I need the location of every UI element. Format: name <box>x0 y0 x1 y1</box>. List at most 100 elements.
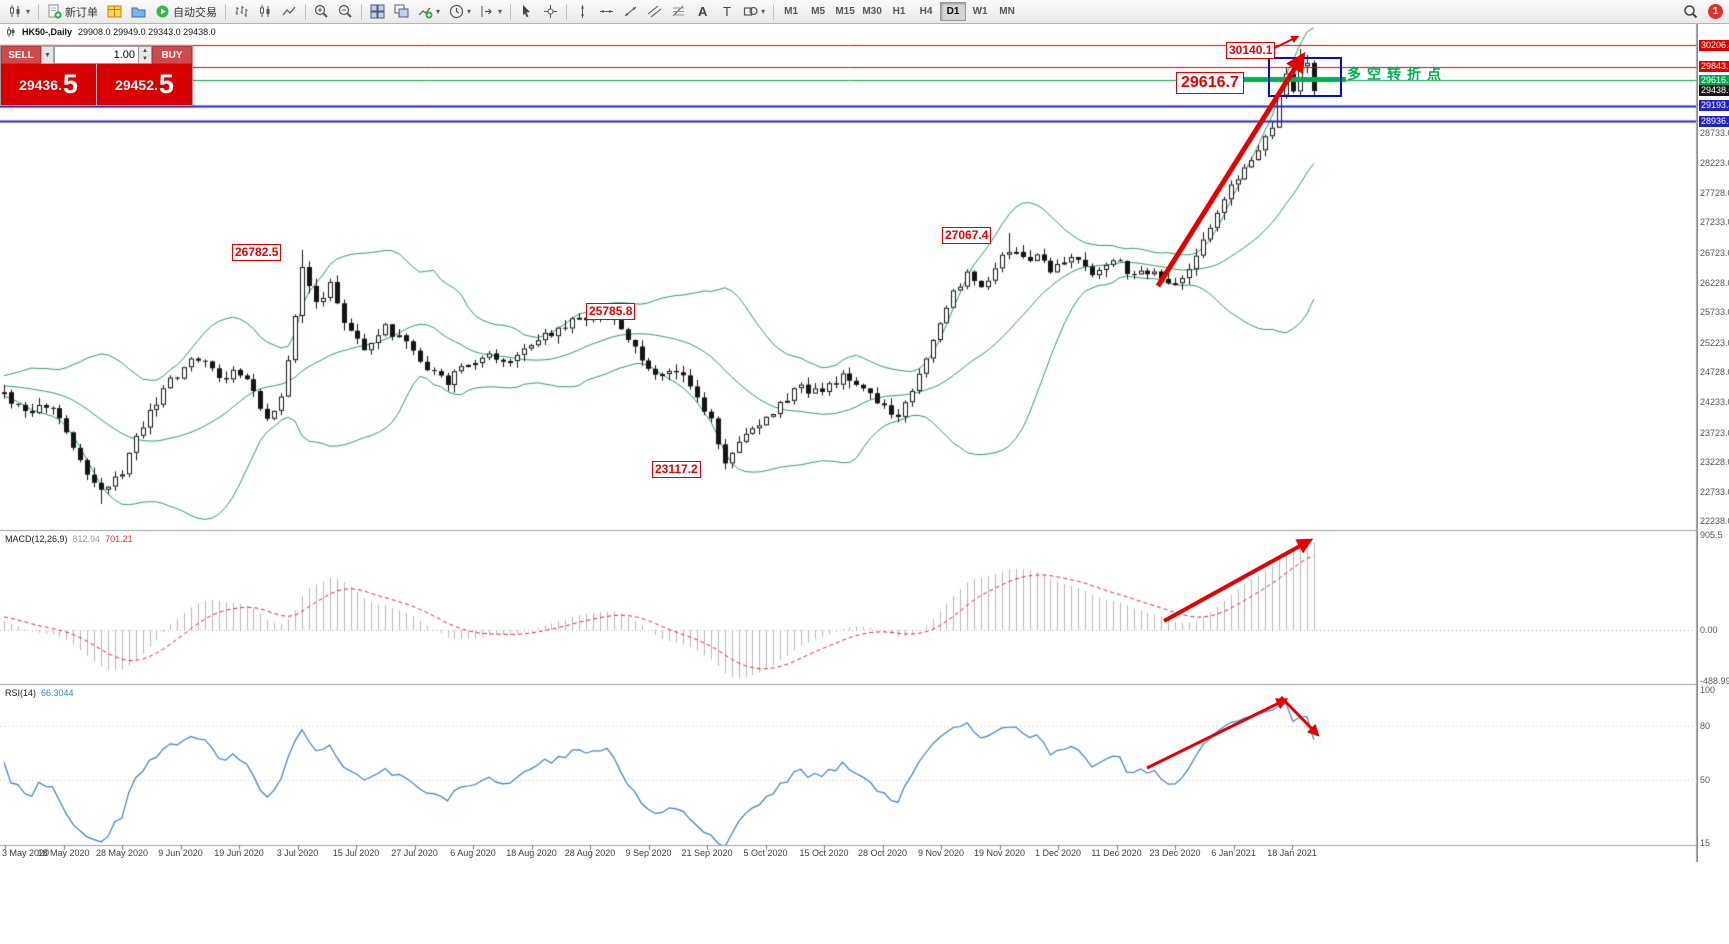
buy-button[interactable]: BUY <box>152 46 192 64</box>
chart-canvas[interactable] <box>0 24 1697 862</box>
navigator-button[interactable] <box>127 2 150 22</box>
time-axis-label: 27 Jul 2020 <box>391 848 438 858</box>
time-axis-label: 11 Dec 2020 <box>1091 848 1142 858</box>
search-button[interactable] <box>1679 2 1702 22</box>
new-chart-button[interactable]: ▾ <box>4 2 34 22</box>
fibonacci-icon <box>671 4 686 19</box>
tile-windows-icon <box>370 4 385 19</box>
price-annotation-27067.4[interactable]: 27067.4 <box>942 227 992 244</box>
text-tool-button[interactable]: A <box>691 2 714 22</box>
bar-chart-icon <box>234 4 249 19</box>
new-order-button[interactable]: 新订单 <box>43 2 102 22</box>
timeframe-m5-button[interactable]: M5 <box>811 6 826 17</box>
cursor-icon <box>519 4 534 19</box>
rsi-value: 66.3044 <box>41 688 74 698</box>
timeframe-h1-button[interactable]: H1 <box>892 6 906 17</box>
navigator-icon <box>131 4 146 19</box>
trendline-tool-button[interactable] <box>619 2 642 22</box>
timeframe-m15-button[interactable]: M15 <box>835 6 855 17</box>
timeframe-m1-button[interactable]: M1 <box>784 6 799 17</box>
vertical-line-tool-button[interactable] <box>571 2 594 22</box>
zoom-out-button[interactable] <box>334 2 357 22</box>
market-watch-button[interactable] <box>103 2 126 22</box>
text-label-tool-button[interactable]: T <box>715 2 738 22</box>
volume-down-button[interactable]: ▼ <box>142 56 148 62</box>
time-axis-label: 19 Jun 2020 <box>214 848 264 858</box>
volume-input[interactable] <box>54 46 139 64</box>
price-annotation-25785.8[interactable]: 25785.8 <box>586 303 636 320</box>
periods-button[interactable]: ▾ <box>445 2 475 22</box>
timeframe-mn-button[interactable]: MN <box>999 6 1015 17</box>
price-annotation-26782.5[interactable]: 26782.5 <box>232 244 282 261</box>
cursor-tool-button[interactable] <box>515 2 538 22</box>
time-axis-label: 9 Jun 2020 <box>158 848 203 858</box>
zoom-in-button[interactable] <box>310 2 333 22</box>
price-axis-label: 27728.0 <box>1700 187 1729 198</box>
sell-dropdown-icon[interactable]: ▼ <box>41 46 54 64</box>
time-axis-label: 19 Nov 2020 <box>973 848 1026 858</box>
time-axis-label: 21 Sep 2020 <box>681 848 733 858</box>
time-axis[interactable]: 3 May 2020 18 May 2020 28 May 2020 9 Jun 20… <box>0 846 1697 862</box>
time-axis-label: 18 May 2020 <box>37 848 90 858</box>
toolbar-separator <box>773 3 775 20</box>
time-axis-label: 9 Nov 2020 <box>917 848 965 858</box>
dropdown-arrow-icon: ▾ <box>467 7 472 16</box>
fibonacci-tool-button[interactable] <box>667 2 690 22</box>
candle-chart-icon <box>258 4 273 19</box>
cascade-windows-button[interactable] <box>390 2 413 22</box>
dropdown-arrow-icon: ▾ <box>436 7 441 16</box>
line-chart-icon <box>282 4 297 19</box>
trendline-icon <box>623 4 638 19</box>
time-axis-label: 3 Jul 2020 <box>276 848 319 858</box>
buy-price-display[interactable]: 29452. 5 <box>97 64 192 105</box>
horizontal-line-tool-button[interactable] <box>595 2 618 22</box>
timeframe-w1-button[interactable]: W1 <box>972 6 988 17</box>
chart-shift-icon <box>480 4 495 19</box>
sell-price-display[interactable]: 29436. 5 <box>1 64 96 105</box>
shapes-tool-button[interactable]: ▾ <box>739 2 769 22</box>
time-axis-label: 18 Aug 2020 <box>506 848 557 858</box>
price-annotation-23117.2[interactable]: 23117.2 <box>652 461 701 478</box>
time-axis-label: 1 Dec 2020 <box>1034 848 1082 858</box>
tile-windows-button[interactable] <box>366 2 389 22</box>
volume-up-button[interactable]: ▲ <box>142 48 148 54</box>
price-axis[interactable]: 30206.4 29843.529616.729438.0 29193.4 28936… <box>1697 24 1729 862</box>
new-order-label: 新订单 <box>65 6 99 19</box>
new-order-icon <box>47 4 62 19</box>
timeframe-d1-button[interactable]: D1 <box>940 2 967 21</box>
notification-badge[interactable]: 1 <box>1708 4 1723 19</box>
price-axis-level-29438.0: 29438.0 <box>1699 85 1729 97</box>
key-level-tag[interactable]: 29616.7 <box>1176 72 1244 94</box>
channel-icon <box>647 4 662 19</box>
candlestick-mode-button[interactable] <box>254 2 277 22</box>
time-axis-label: 28 May 2020 <box>95 848 149 858</box>
crosshair-tool-button[interactable] <box>539 2 562 22</box>
toolbar-separator <box>38 3 40 20</box>
label-icon: T <box>719 4 734 19</box>
timeframe-m30-button[interactable]: M30 <box>862 6 882 17</box>
add-indicator-button[interactable]: ▾ <box>414 2 444 22</box>
turning-point-label[interactable]: 多空转折点 <box>1347 66 1447 82</box>
bar-chart-mode-button[interactable] <box>230 2 253 22</box>
timeframe-h4-button[interactable]: H4 <box>919 6 933 17</box>
sell-price-big-digit: 5 <box>62 69 78 99</box>
price-axis-label: 22238.0 <box>1700 516 1729 527</box>
equidistant-channel-tool-button[interactable] <box>643 2 666 22</box>
autotrading-button[interactable]: 自动交易 <box>151 2 221 22</box>
price-annotation-30140.1[interactable]: 30140.1 <box>1226 42 1276 59</box>
buy-price-main: 29452. <box>115 76 158 93</box>
sell-price-main: 29436. <box>19 76 62 93</box>
price-axis-label: 26228.0 <box>1700 277 1729 288</box>
toolbar-separator <box>305 3 307 20</box>
rsi-axis-label: 100 <box>1700 684 1716 695</box>
one-click-trading-panel: SELL ▼ ▲ ▼ BUY 29436.5 29452.5 <box>0 45 193 106</box>
rsi-name: RSI(14) <box>5 688 37 698</box>
sell-button[interactable]: SELL <box>1 46 41 64</box>
line-chart-mode-button[interactable] <box>278 2 301 22</box>
chart-shift-button[interactable]: ▾ <box>476 2 506 22</box>
time-axis-label: 28 Oct 2020 <box>857 848 908 858</box>
volume-wrap: ▲ ▼ <box>54 46 152 64</box>
highlight-rectangle[interactable] <box>1268 57 1342 97</box>
price-axis-label: 23723.0 <box>1700 427 1729 438</box>
